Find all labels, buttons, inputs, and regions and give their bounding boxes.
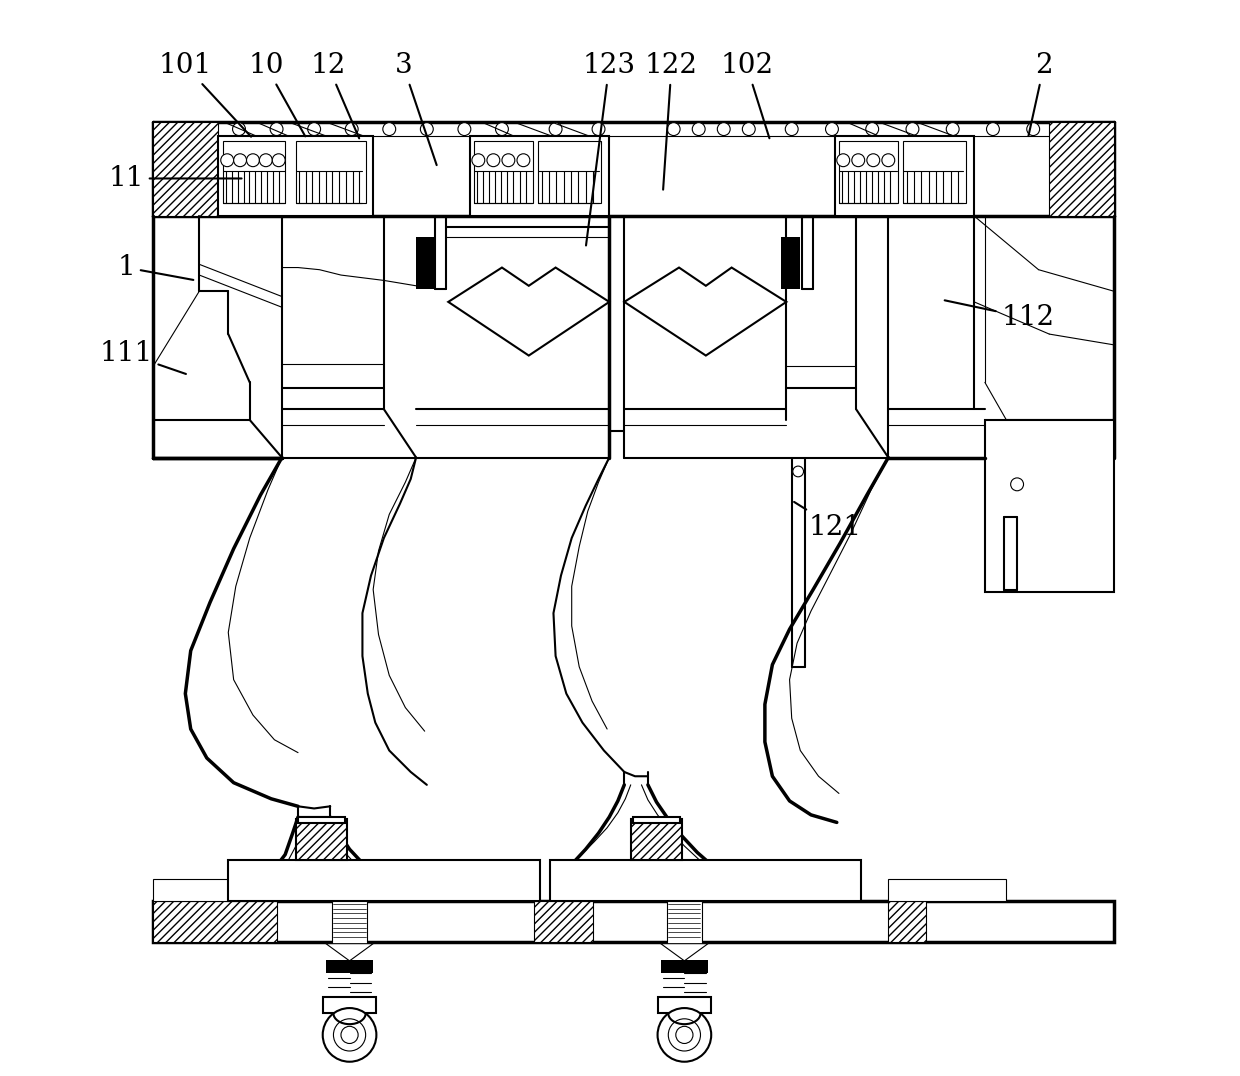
Bar [661, 960, 708, 973]
Circle shape [472, 154, 485, 167]
Circle shape [882, 154, 895, 167]
Circle shape [517, 154, 529, 167]
Text: 122: 122 [645, 53, 698, 189]
Circle shape [668, 1019, 701, 1051]
Circle shape [743, 123, 755, 136]
Bar [985, 420, 1114, 592]
Circle shape [1011, 478, 1023, 491]
Text: 10: 10 [248, 53, 305, 137]
Circle shape [247, 154, 259, 167]
Circle shape [308, 123, 321, 136]
Text: 112: 112 [945, 300, 1054, 331]
Circle shape [345, 123, 358, 136]
Circle shape [785, 123, 799, 136]
Text: 2: 2 [1028, 53, 1053, 136]
Circle shape [221, 154, 233, 167]
Bar [888, 901, 926, 942]
Polygon shape [661, 944, 708, 961]
Bar [332, 901, 367, 944]
Bar [667, 901, 702, 944]
Bar [632, 817, 680, 823]
Circle shape [259, 154, 273, 167]
Circle shape [867, 154, 879, 167]
Circle shape [341, 1027, 358, 1044]
Circle shape [549, 123, 562, 136]
Bar [474, 141, 533, 203]
Bar [1049, 122, 1114, 216]
Bar [154, 901, 1114, 942]
Bar [298, 817, 345, 823]
Bar [534, 901, 593, 942]
Circle shape [502, 154, 515, 167]
Circle shape [591, 123, 605, 136]
Bar [296, 819, 347, 860]
Circle shape [496, 123, 508, 136]
Bar [835, 136, 975, 216]
Text: 3: 3 [394, 53, 436, 165]
Circle shape [987, 123, 999, 136]
Bar [657, 997, 712, 1014]
Circle shape [383, 123, 396, 136]
Circle shape [334, 1019, 366, 1051]
Circle shape [667, 123, 680, 136]
Bar [217, 136, 373, 216]
Circle shape [1027, 123, 1039, 136]
Circle shape [717, 123, 730, 136]
Bar [228, 860, 539, 901]
Bar [154, 901, 277, 942]
Text: 121: 121 [794, 501, 862, 541]
Circle shape [837, 154, 849, 167]
Circle shape [273, 154, 285, 167]
Circle shape [458, 123, 471, 136]
Bar [551, 860, 862, 901]
Circle shape [420, 123, 433, 136]
Circle shape [866, 123, 879, 136]
Bar [839, 141, 898, 203]
Text: 12: 12 [310, 53, 360, 139]
Text: 102: 102 [720, 53, 774, 138]
Polygon shape [624, 268, 786, 355]
Bar [903, 141, 966, 203]
Circle shape [826, 123, 838, 136]
Circle shape [322, 1008, 377, 1062]
Polygon shape [449, 268, 609, 355]
Bar [154, 122, 217, 216]
Circle shape [233, 123, 246, 136]
Circle shape [852, 154, 864, 167]
Bar [470, 136, 609, 216]
Bar [223, 141, 285, 203]
Bar [888, 879, 1007, 901]
Bar [631, 819, 682, 860]
Text: 1: 1 [118, 254, 193, 281]
Polygon shape [326, 944, 373, 961]
Circle shape [692, 123, 706, 136]
Text: 101: 101 [159, 53, 250, 137]
Bar [326, 960, 373, 973]
Bar [538, 141, 600, 203]
Circle shape [657, 1008, 712, 1062]
Bar [296, 141, 366, 203]
Circle shape [792, 466, 804, 477]
Circle shape [676, 1027, 693, 1044]
Circle shape [906, 123, 919, 136]
Bar [154, 879, 277, 901]
Bar [322, 997, 377, 1014]
Text: 111: 111 [99, 340, 186, 374]
Circle shape [270, 123, 283, 136]
Bar [781, 238, 800, 289]
Text: 11: 11 [109, 165, 242, 192]
Circle shape [233, 154, 247, 167]
Bar [417, 238, 435, 289]
Text: 123: 123 [583, 53, 636, 245]
Circle shape [487, 154, 500, 167]
Circle shape [946, 123, 959, 136]
